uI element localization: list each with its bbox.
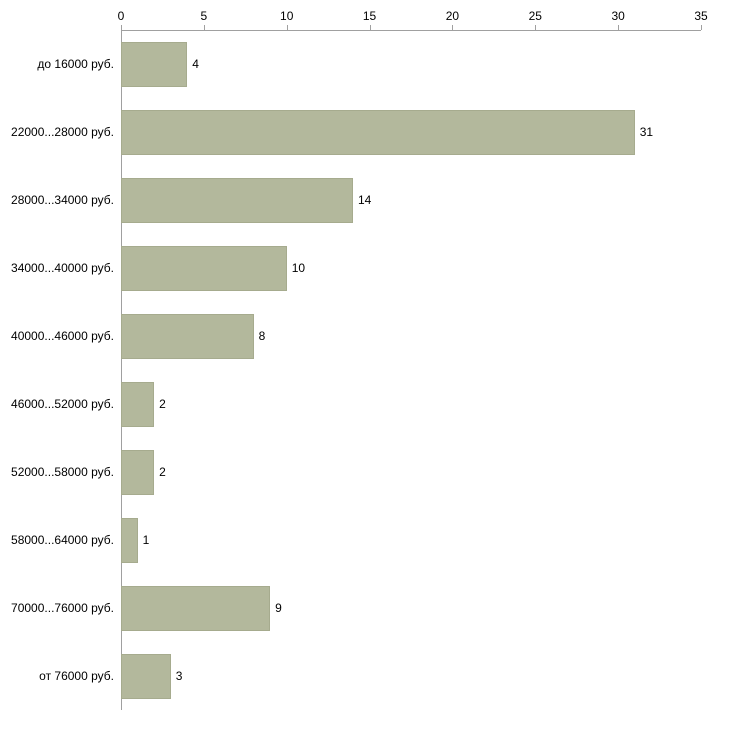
value-label: 3 (175, 669, 183, 683)
bar (121, 449, 155, 495)
bar (121, 381, 155, 427)
bar (121, 245, 287, 291)
category-label: 22000...28000 руб. (11, 125, 114, 139)
chart-row: 40000...46000 руб. 8 (0, 302, 730, 370)
value-label: 9 (275, 601, 282, 615)
x-tick-label: 0 (117, 9, 125, 23)
bar (121, 41, 188, 87)
bar (121, 177, 353, 223)
x-tick-mark (121, 25, 122, 30)
x-tick-label: 20 (445, 9, 460, 23)
category-label: 28000...34000 руб. (11, 193, 114, 207)
x-tick-label: 35 (694, 9, 708, 23)
value-label: 2 (159, 397, 166, 411)
value-label: 14 (358, 193, 372, 207)
chart-row: 22000...28000 руб. 31 (0, 98, 730, 166)
category-label: 52000...58000 руб. (11, 465, 114, 479)
chart-row: до 16000 руб. 4 (0, 30, 730, 98)
x-tick-mark (369, 25, 371, 30)
value-label: 10 (291, 261, 306, 275)
x-tick-label: 30 (611, 9, 625, 23)
bar (121, 585, 271, 631)
chart-row: 70000...76000 руб. 9 (0, 574, 730, 642)
x-tick-mark (286, 25, 288, 30)
x-tick-mark (701, 25, 702, 30)
value-label: 31 (639, 125, 654, 139)
category-label: 58000...64000 руб. (11, 533, 114, 547)
value-label: 4 (192, 57, 199, 71)
y-axis-line (121, 30, 122, 710)
chart-row: 52000...58000 руб. 2 (0, 438, 730, 506)
x-tick-label: 5 (200, 9, 208, 23)
x-tick-label: 10 (280, 9, 294, 23)
category-label: 46000...52000 руб. (11, 397, 114, 411)
chart-row: 58000...64000 руб. 1 (0, 506, 730, 574)
value-label: 2 (159, 465, 166, 479)
value-label: 1 (142, 533, 150, 547)
chart-row: от 76000 руб. 3 (0, 642, 730, 710)
bar (121, 313, 254, 359)
chart-row: 46000...52000 руб. 2 (0, 370, 730, 438)
bar (121, 653, 171, 699)
bar (121, 109, 635, 155)
bar (121, 517, 138, 563)
category-label: 40000...46000 руб. (11, 329, 114, 343)
x-tick-label: 15 (362, 9, 377, 23)
x-tick-mark (535, 25, 537, 30)
x-tick-label: 25 (528, 9, 542, 23)
chart-rows: до 16000 руб. 4 22000...28000 руб. 31 28000.… (0, 30, 730, 710)
chart-row: 34000...40000 руб. 10 (0, 234, 730, 302)
category-label: до 16000 руб. (37, 57, 114, 71)
x-axis-line (121, 30, 701, 31)
x-tick-mark (618, 25, 620, 30)
value-label: 8 (258, 329, 266, 343)
category-label: 70000...76000 руб. (11, 601, 114, 615)
x-tick-mark (452, 25, 454, 30)
chart-row: 28000...34000 руб. 14 (0, 166, 730, 234)
x-tick-mark (203, 25, 205, 30)
category-label: от 76000 руб. (39, 669, 114, 683)
category-label: 34000...40000 руб. (11, 261, 114, 275)
